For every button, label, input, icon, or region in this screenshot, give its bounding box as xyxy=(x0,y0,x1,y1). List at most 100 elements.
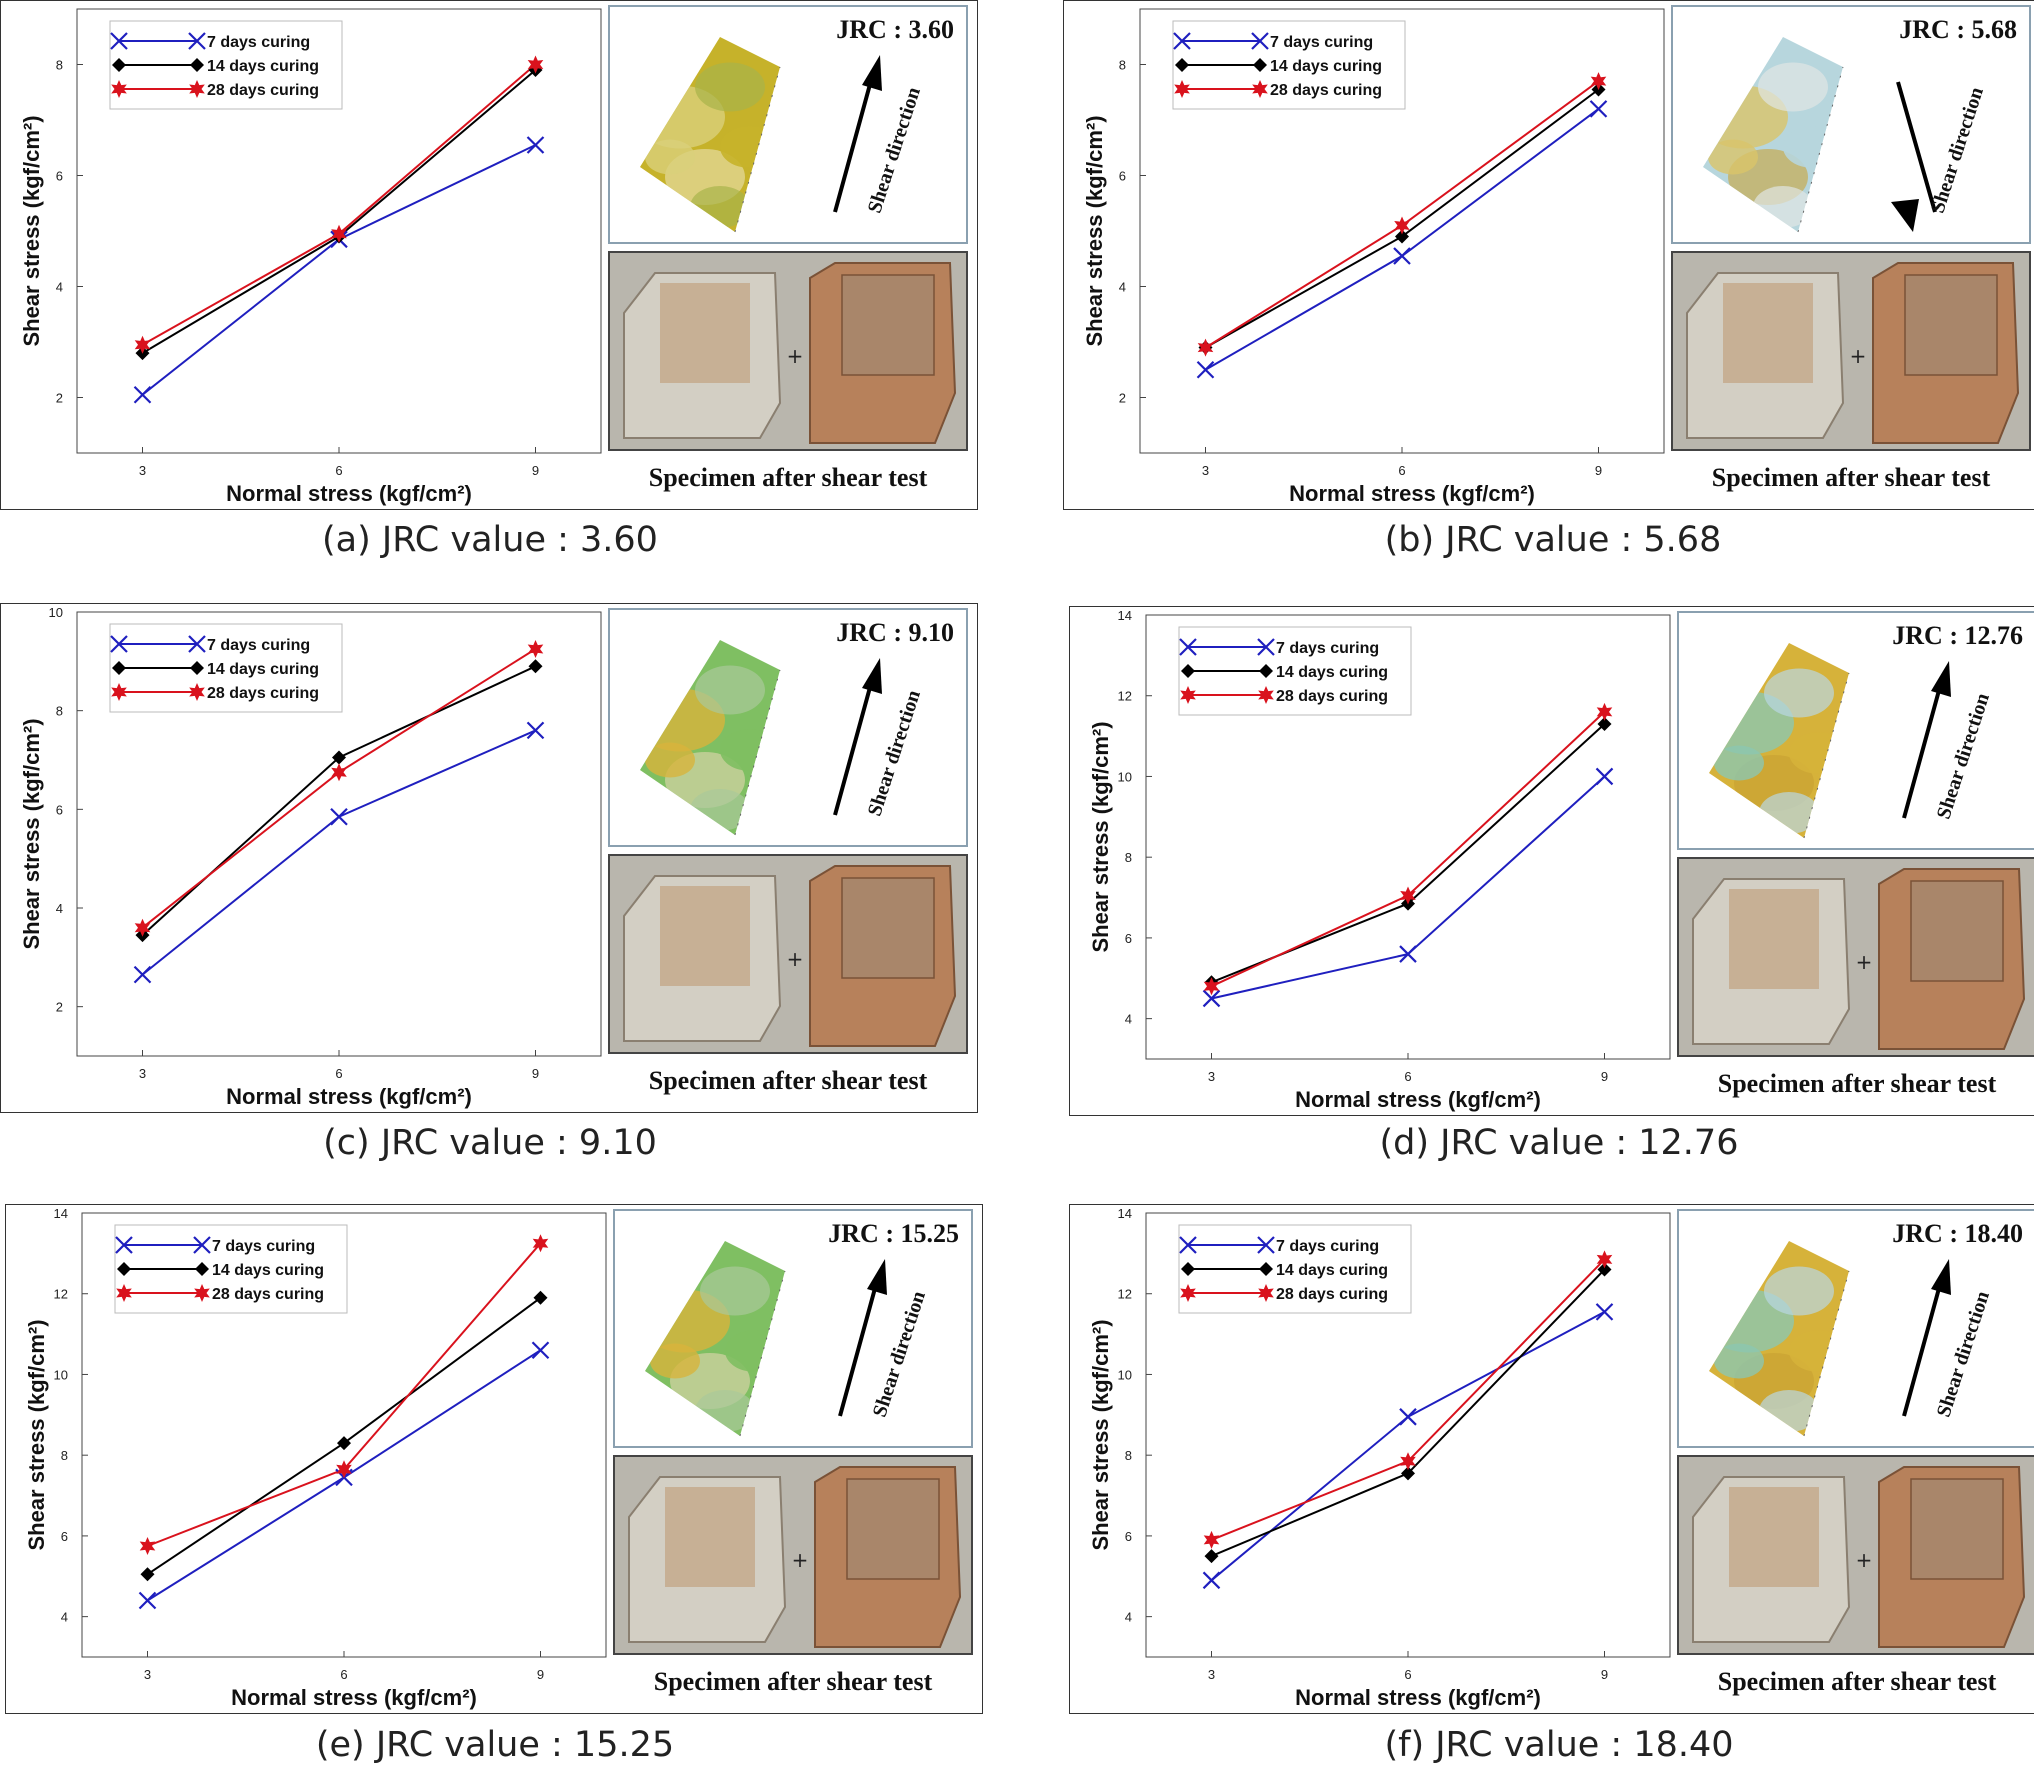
chart-panel: 2 4 6 8 3 6 9 Normal stress (kgf/cm²) Shear stre… xyxy=(0,0,978,510)
legend-label: 14 days curing xyxy=(1276,664,1388,681)
surface-relief-graphic: Shear direction xyxy=(1709,643,1994,839)
y-tick-label: 10 xyxy=(1118,769,1132,784)
plus-sign: + xyxy=(787,947,804,971)
legend-marker xyxy=(117,1262,131,1276)
shear-direction-label: Shear direction xyxy=(864,687,925,818)
surface-texture xyxy=(700,1266,770,1316)
legend-marker xyxy=(112,58,126,72)
data-point-s28 xyxy=(1596,702,1613,721)
x-tick-label: 3 xyxy=(144,1667,151,1682)
line-chart: 2 4 6 8 3 6 9 Normal stress (kgf/cm²) Shear stre… xyxy=(19,8,602,506)
y-axis-title: Shear stress (kgf/cm²) xyxy=(1088,721,1113,952)
y-tick-label: 6 xyxy=(56,802,63,817)
surface-texture xyxy=(720,729,780,771)
y-tick-label: 6 xyxy=(1119,169,1126,184)
y-tick-label: 10 xyxy=(49,605,63,620)
legend-marker xyxy=(1257,1236,1275,1254)
legend-marker xyxy=(110,635,128,653)
y-tick-label: 4 xyxy=(56,901,63,916)
legend-label: 14 days curing xyxy=(207,58,319,75)
data-point-s28 xyxy=(1400,886,1416,905)
data-point-s28 xyxy=(1394,216,1410,235)
y-tick-label: 6 xyxy=(1125,1529,1132,1544)
data-point-s14 xyxy=(1395,229,1409,244)
x-tick-label: 9 xyxy=(1601,1069,1608,1084)
specimen-graphic: + xyxy=(610,856,966,1052)
x-tick-label: 6 xyxy=(335,463,342,478)
x-tick-label: 9 xyxy=(532,1066,539,1081)
panel-caption: (c) JRC value : 9.10 xyxy=(323,1123,657,1163)
y-tick-label: 4 xyxy=(1125,1610,1132,1625)
legend-marker xyxy=(1180,686,1196,704)
specimen-caption: Specimen after shear test xyxy=(648,1066,928,1095)
y-tick-label: 14 xyxy=(1118,608,1132,623)
y-tick-label: 8 xyxy=(1119,58,1126,73)
arrow-head xyxy=(862,658,882,694)
legend-marker xyxy=(189,80,205,98)
jrc-value-label: JRC : 18.40 xyxy=(1892,1219,2023,1248)
y-tick-label: 8 xyxy=(61,1448,68,1463)
y-tick-label: 10 xyxy=(54,1367,68,1382)
specimen-caption: Specimen after shear test xyxy=(1717,1069,1997,1098)
legend-label: 14 days curing xyxy=(207,661,319,678)
panel-caption: (f) JRC value : 18.40 xyxy=(1384,1725,1734,1765)
data-point-s28 xyxy=(532,1234,549,1253)
legend-label: 7 days curing xyxy=(1276,1238,1379,1255)
surface-texture xyxy=(690,186,750,228)
x-tick-label: 3 xyxy=(139,463,146,478)
data-point-s28 xyxy=(1197,338,1214,357)
data-point-s28 xyxy=(331,224,347,243)
legend-label: 7 days curing xyxy=(207,637,310,654)
x-tick-label: 3 xyxy=(1202,463,1209,478)
data-point-s14 xyxy=(1401,1466,1415,1481)
series-line-s14 xyxy=(146,1296,542,1576)
surface-texture xyxy=(1764,668,1834,718)
data-point-s14 xyxy=(1597,716,1612,731)
specimen-surface xyxy=(1729,889,1819,989)
specimen-surface xyxy=(660,283,750,383)
specimen-surface xyxy=(665,1487,755,1587)
jrc-value-label: JRC : 5.68 xyxy=(1899,15,2017,44)
specimen-photo: + xyxy=(613,1455,973,1655)
chart-panel: 2 4 6 8 10 3 6 9 Normal stress (kgf/cm²) Shear st… xyxy=(0,603,978,1113)
shear-direction-arrow xyxy=(833,679,874,816)
data-point-s7 xyxy=(1399,945,1417,963)
chart-panel: 4 6 8 10 12 14 3 6 9 Normal stress (kgf/cm²) Shear… xyxy=(1069,606,2034,1116)
legend-marker xyxy=(1181,664,1195,678)
specimen-caption: Specimen after shear test xyxy=(653,1667,933,1696)
x-tick-label: 6 xyxy=(335,1066,342,1081)
surface-texture xyxy=(1764,1266,1834,1316)
specimen-surface xyxy=(846,1478,940,1580)
legend-marker xyxy=(188,32,206,50)
line-chart: 4 6 8 10 12 14 3 6 9 Normal stress (kgf/cm²) Shear… xyxy=(24,1206,607,1710)
shear-direction-label: Shear direction xyxy=(1933,1288,1994,1419)
surface-texture xyxy=(1753,186,1813,228)
legend: 7 days curing 14 days curing 28 days curin… xyxy=(1172,20,1406,110)
arrow-head xyxy=(862,55,882,91)
legend-label: 14 days curing xyxy=(1270,58,1382,75)
y-tick-label: 2 xyxy=(1119,391,1126,406)
legend-marker xyxy=(190,661,204,675)
data-point-s14 xyxy=(337,1436,351,1451)
legend-label: 28 days curing xyxy=(212,1286,324,1303)
legend: 7 days curing 14 days curing 28 days curin… xyxy=(109,20,343,110)
x-axis-title: Normal stress (kgf/cm²) xyxy=(226,481,472,506)
data-point-s7 xyxy=(330,807,348,826)
data-point-s28 xyxy=(527,640,544,658)
surface-texture xyxy=(1789,732,1849,774)
shear-direction-arrow xyxy=(833,76,874,213)
x-tick-label: 6 xyxy=(1404,1667,1411,1682)
data-point-s7 xyxy=(133,385,152,404)
surface-texture xyxy=(1783,126,1843,168)
y-tick-label: 12 xyxy=(1118,1287,1132,1302)
surface-scan-image: Shear direction JRC : 12.76 xyxy=(1677,611,2034,850)
specimen-surface xyxy=(1910,1478,2004,1580)
x-tick-label: 9 xyxy=(532,463,539,478)
y-tick-label: 8 xyxy=(56,704,63,719)
x-tick-label: 6 xyxy=(1398,463,1405,478)
data-point-s7 xyxy=(526,136,545,154)
data-point-s28 xyxy=(134,335,151,354)
shear-direction-arrow xyxy=(1902,1280,1943,1417)
shear-direction-arrow xyxy=(838,1280,879,1417)
y-tick-label: 4 xyxy=(1125,1012,1132,1027)
